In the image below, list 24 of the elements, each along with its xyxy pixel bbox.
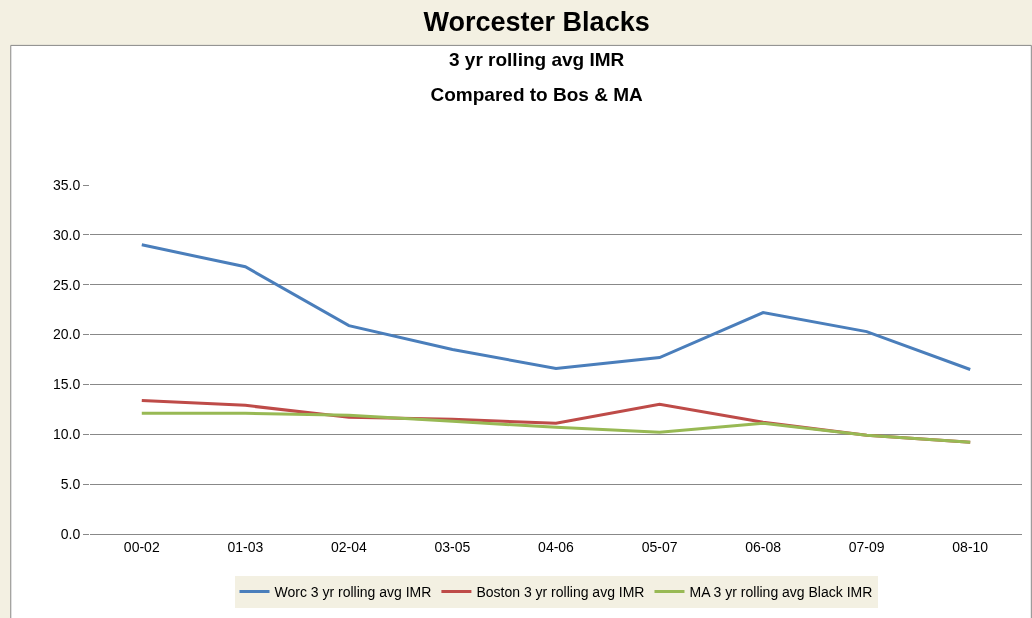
line-series [140, 411, 972, 444]
y-tick-label: 15.0 [52, 376, 81, 393]
y-tick-label: 20.0 [52, 326, 81, 343]
y-tick-label: 0.0 [60, 525, 81, 542]
y-tick-label: 25.0 [52, 276, 81, 293]
y-tick-label: 5.0 [60, 476, 81, 493]
x-tick-label: 02-04 [330, 538, 367, 555]
x-tick-label: 03-05 [434, 538, 471, 555]
chart-subtitle: 3 yr rolling avg IMR Compared to Bos & MA [430, 49, 643, 106]
chart-title: Worcester Blacks [423, 6, 650, 37]
x-tick-label: 01-03 [227, 538, 264, 555]
legend-label: MA 3 yr rolling avg Black IMR [689, 583, 873, 600]
y-tick-label: 10.0 [52, 426, 81, 443]
x-tick-label: 08-10 [952, 538, 989, 555]
y-tick-label: 35.0 [52, 176, 81, 193]
x-tick-label: 06-08 [745, 538, 782, 555]
x-tick-label: 04-06 [538, 538, 575, 555]
legend-label: Worc 3 yr rolling avg IMR [274, 583, 432, 600]
y-tick-label: 30.0 [52, 226, 81, 243]
x-tick-label: 07-09 [848, 538, 885, 555]
line-series [140, 243, 972, 371]
legend-label: Boston 3 yr rolling avg IMR [476, 583, 645, 600]
x-tick-label: 00-02 [123, 538, 160, 555]
x-tick-label: 05-07 [641, 538, 678, 555]
